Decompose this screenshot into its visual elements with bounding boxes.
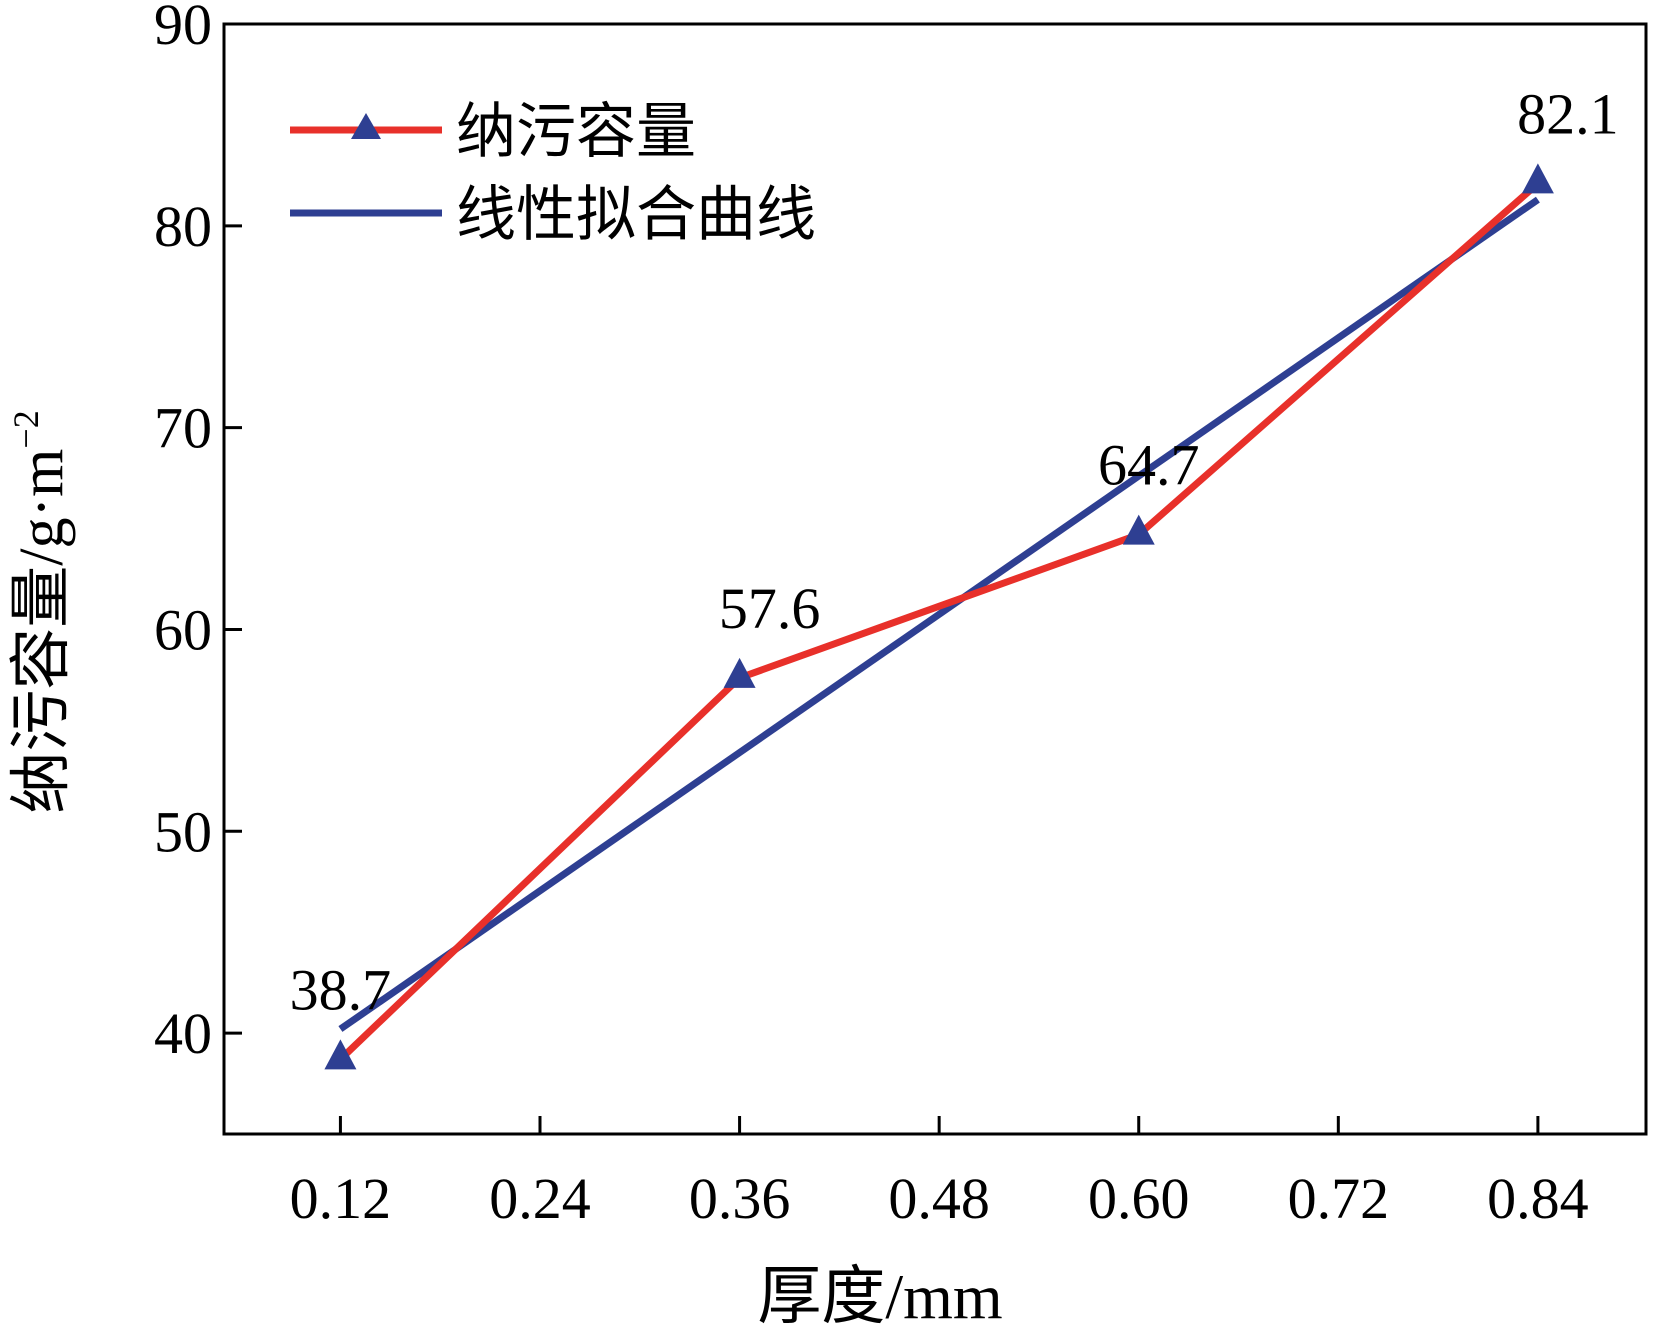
x-tick-label: 0.12 [290, 1166, 392, 1231]
data-label: 82.1 [1517, 81, 1619, 146]
y-axis-title: 纳污容量/g·m−2 [6, 410, 76, 813]
y-axis-title-exponent: −2 [6, 410, 46, 448]
series-layer [324, 163, 1554, 1070]
x-axis-title: 厚度/mm [757, 1261, 1002, 1332]
data-point-marker [324, 1039, 357, 1070]
series-line-fit [338, 196, 1540, 1032]
y-tick-label: 60 [154, 597, 212, 662]
x-tick-label: 0.24 [489, 1166, 591, 1231]
data-label: 64.7 [1098, 433, 1200, 498]
data-point-marker [1521, 163, 1554, 194]
data-label: 38.7 [290, 957, 392, 1022]
y-tick-label: 90 [154, 0, 212, 57]
labels-layer: 38.7 57.6 64.7 82.1 [290, 81, 1619, 1022]
y-tick-label: 40 [154, 1001, 212, 1066]
y-tick-label: 50 [154, 799, 212, 864]
x-tick-label: 0.36 [689, 1166, 791, 1231]
data-point-marker [1122, 514, 1155, 545]
legend-label-series-0: 纳污容量 [456, 99, 696, 165]
series-line-data [338, 180, 1541, 1062]
plot-frame [222, 22, 1648, 1136]
y-axis-title-main: 纳污容量/g·m [8, 449, 76, 814]
y-tick-label: 80 [154, 194, 212, 259]
x-tick-label: 0.48 [888, 1166, 990, 1231]
x-tick-label: 0.60 [1088, 1166, 1190, 1231]
legend-label-series-1: 线性拟合曲线 [456, 182, 816, 248]
axis-ticks: 40 50 60 70 80 90 0.12 0.24 0.36 0.48 0.60 0.72 0.84 [154, 0, 1589, 1231]
data-point-marker [723, 657, 756, 688]
x-tick-label: 0.72 [1288, 1166, 1390, 1231]
y-tick-label: 70 [154, 396, 212, 461]
legend-marker-series-0 [351, 113, 381, 139]
legend: 纳污容量 线性拟合曲线 [290, 99, 816, 248]
x-tick-label: 0.84 [1487, 1166, 1589, 1231]
data-label: 57.6 [719, 576, 821, 641]
